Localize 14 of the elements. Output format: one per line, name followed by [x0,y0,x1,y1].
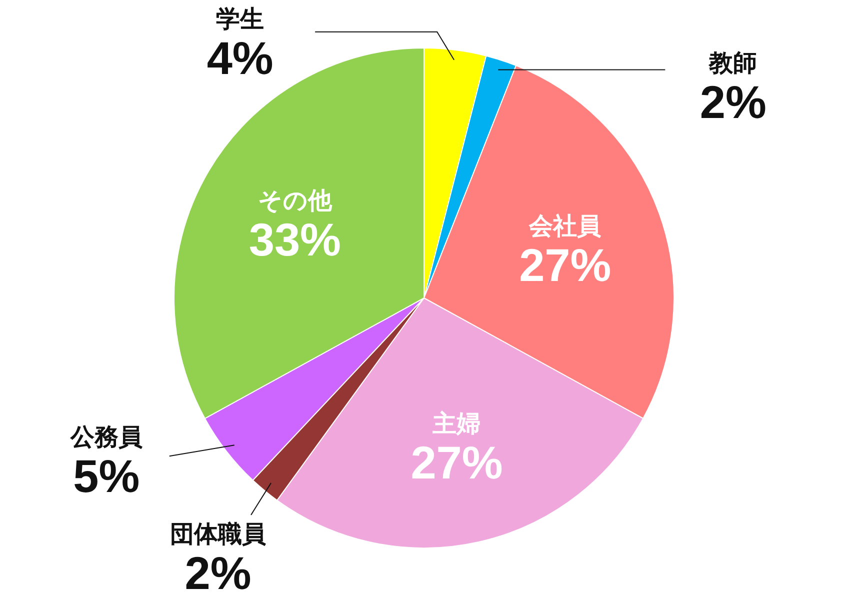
slice-label: 学生 [216,6,264,33]
slice-label: 公務員 [69,424,142,452]
data-label: 4% [206,32,274,84]
slice-label: 団体職員 [170,520,266,548]
data-label: 27% [410,436,503,488]
slice-label: 教師 [708,50,758,77]
slice-label: その他 [258,188,333,215]
data-label: 33% [248,214,341,266]
data-label: 2% [700,76,766,128]
data-label: 2% [184,546,252,599]
slice-label: 主婦 [432,409,481,438]
data-label: 5% [73,450,140,502]
slice-label: 会社員 [528,213,602,240]
data-label: 27% [519,239,612,292]
